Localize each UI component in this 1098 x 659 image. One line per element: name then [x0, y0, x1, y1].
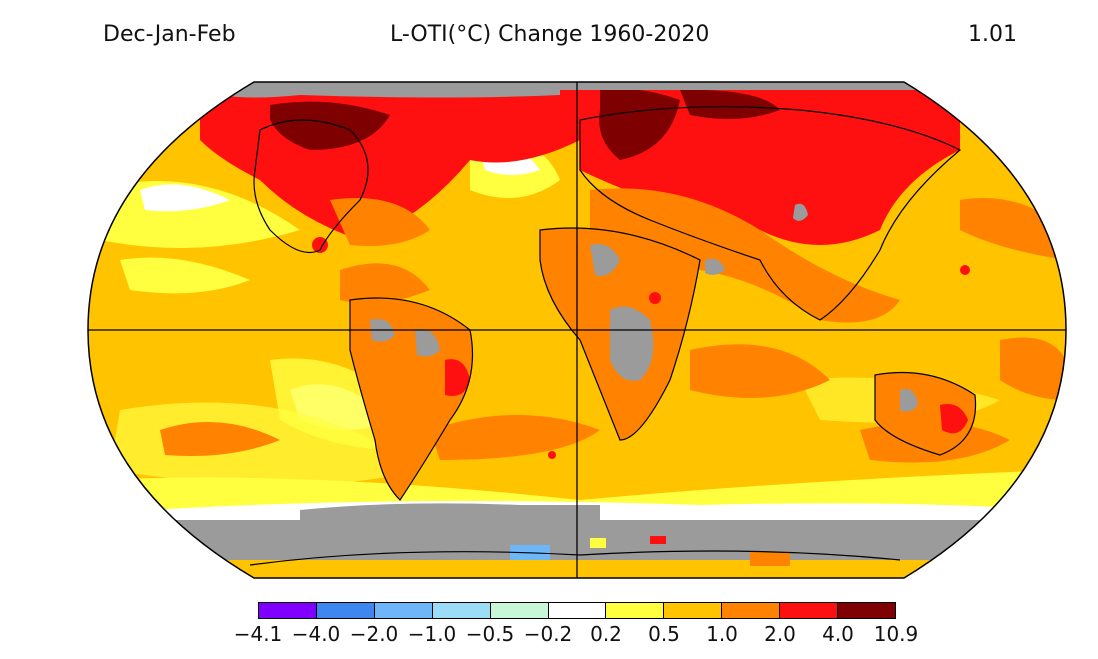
colorbar-swatch — [431, 603, 490, 618]
colorbar-swatch — [259, 603, 316, 618]
colorbar-tick-label: 1.0 — [706, 622, 738, 646]
colorbar-ticks: −4.1 −4.0 −2.0 −1.0 −0.5 −0.2 0.2 0.5 1.0 2.0 4.0 1… — [229, 622, 929, 648]
season-label: Dec-Jan-Feb — [103, 22, 236, 47]
temperature-map — [87, 81, 1067, 579]
colorbar-tick-label: −4.0 — [291, 622, 341, 646]
colorbar-swatch — [837, 603, 895, 618]
colorbar-swatch — [547, 603, 606, 618]
global-mean-value: 1.01 — [968, 22, 1017, 47]
colorbar-tick-label: 10.9 — [873, 622, 919, 646]
colorbar-tick-label: −1.0 — [407, 622, 457, 646]
colorbar-tick-label: −2.0 — [349, 622, 399, 646]
colorbar-tick-label: 2.0 — [764, 622, 796, 646]
colorbar-swatch — [489, 603, 548, 618]
colorbar-tick-label: −0.2 — [523, 622, 573, 646]
colorbar-tick-label: −0.5 — [465, 622, 515, 646]
colorbar-swatch — [605, 603, 664, 618]
colorbar-swatch — [663, 603, 722, 618]
colorbar-swatch — [315, 603, 374, 618]
map-fill — [88, 82, 1066, 578]
globe-outline — [87, 81, 1067, 579]
map-title: L-OTI(°C) Change 1960-2020 — [390, 22, 710, 47]
colorbar-tick-label: 0.2 — [590, 622, 622, 646]
colorbar-swatch — [721, 603, 780, 618]
colorbar-swatch — [779, 603, 838, 618]
colorbar-tick-label: 0.5 — [648, 622, 680, 646]
colorbar-swatch — [373, 603, 432, 618]
colorbar — [258, 602, 896, 619]
colorbar-tick-label: −4.1 — [233, 622, 283, 646]
colorbar-tick-label: 4.0 — [822, 622, 854, 646]
